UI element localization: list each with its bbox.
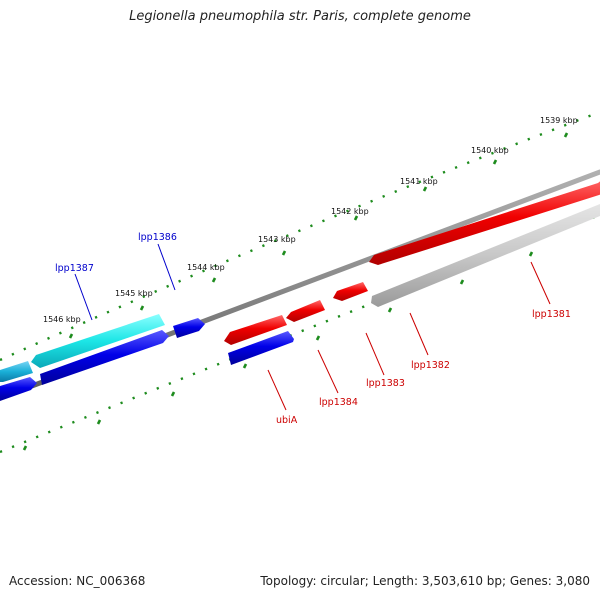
inner-tick-c: [387, 307, 393, 313]
gene-feature-blue-left[interactable]: [0, 377, 37, 401]
scale-label-1541: 1541 kbp: [400, 177, 438, 186]
inner-tick-a: [528, 251, 534, 257]
outer-tick-dots: [0, 110, 600, 362]
leader-lpp1386: [157, 243, 176, 291]
scale-label-1539: 1539 kbp: [540, 116, 578, 125]
outer-major-ticks: [68, 132, 569, 339]
inner-major-ticks: [22, 251, 534, 451]
gene-label-lpp1381[interactable]: lpp1381: [532, 309, 571, 320]
scale-label-1546: 1546 kbp: [43, 315, 81, 324]
inner-tick-g: [96, 419, 102, 425]
inner-tick-h: [22, 445, 28, 451]
gene-feature-gray[interactable]: [371, 202, 600, 307]
scale-label-1542: 1542 kbp: [331, 207, 369, 216]
gene-feature-light-blue[interactable]: [0, 361, 33, 382]
inner-tick-e: [242, 363, 248, 369]
gene-label-leaders: [74, 243, 551, 411]
reverse-strand-features: [0, 318, 294, 401]
map-title: Legionella pneumophila str. Paris, compl…: [129, 9, 471, 24]
accession-label: Accession: NC_006368: [9, 574, 146, 588]
gene-feature-lpp1381[interactable]: [369, 178, 600, 265]
leader-ubiA: [267, 369, 287, 411]
gene-label-lpp1383[interactable]: lpp1383: [366, 378, 405, 389]
leader-lpp1382: [409, 312, 429, 356]
tick-1544: [211, 277, 217, 283]
gene-label-lpp1382[interactable]: lpp1382: [411, 360, 450, 371]
gene-feature-ubiA[interactable]: [228, 331, 294, 365]
scale-label-1540: 1540 kbp: [471, 146, 509, 155]
tick-1545: [139, 305, 145, 311]
leader-lpp1381: [530, 261, 551, 305]
forward-strand-features: [0, 178, 600, 382]
leader-lpp1384: [317, 349, 339, 394]
tick-1543: [281, 250, 287, 256]
gene-feature-blue-long[interactable]: [40, 330, 169, 385]
scale-labels: 1539 kbp 1540 kbp 1541 kbp 1542 kbp 1543…: [43, 116, 578, 324]
tick-1542: [353, 215, 359, 221]
leader-lpp1387: [74, 273, 93, 321]
scale-label-1545: 1545 kbp: [115, 289, 153, 298]
gene-label-ubiA[interactable]: ubiA: [276, 415, 298, 426]
inner-tick-b: [459, 279, 465, 285]
scale-label-1544: 1544 kbp: [187, 263, 225, 272]
gene-labels: lpp1381 lpp1382 lpp1383 lpp1384 ubiA lpp…: [55, 232, 571, 426]
tick-1539: [563, 132, 569, 138]
gene-label-lpp1387[interactable]: lpp1387: [55, 263, 94, 274]
outer-tick-ring: [0, 110, 600, 362]
leader-lpp1383: [365, 332, 385, 376]
tick-1546: [68, 333, 74, 339]
gene-label-lpp1384[interactable]: lpp1384: [319, 397, 358, 408]
inner-tick-d: [315, 335, 321, 341]
gene-label-lpp1386[interactable]: lpp1386: [138, 232, 177, 243]
gene-feature-lpp1383[interactable]: [286, 300, 325, 322]
inner-tick-f: [170, 391, 176, 397]
topology-label: Topology: circular; Length: 3,503,610 bp…: [260, 574, 590, 588]
gene-feature-lpp1386[interactable]: [173, 318, 205, 338]
scale-label-1543: 1543 kbp: [258, 235, 296, 244]
inner-tick-ring: [0, 213, 600, 454]
gene-feature-cyan[interactable]: [31, 314, 165, 368]
inner-tick-dots: [0, 213, 600, 454]
tick-1541: [422, 186, 428, 192]
gene-feature-lpp1384[interactable]: [224, 315, 287, 345]
gene-feature-lpp1382[interactable]: [333, 282, 368, 301]
tick-1540: [492, 159, 498, 165]
